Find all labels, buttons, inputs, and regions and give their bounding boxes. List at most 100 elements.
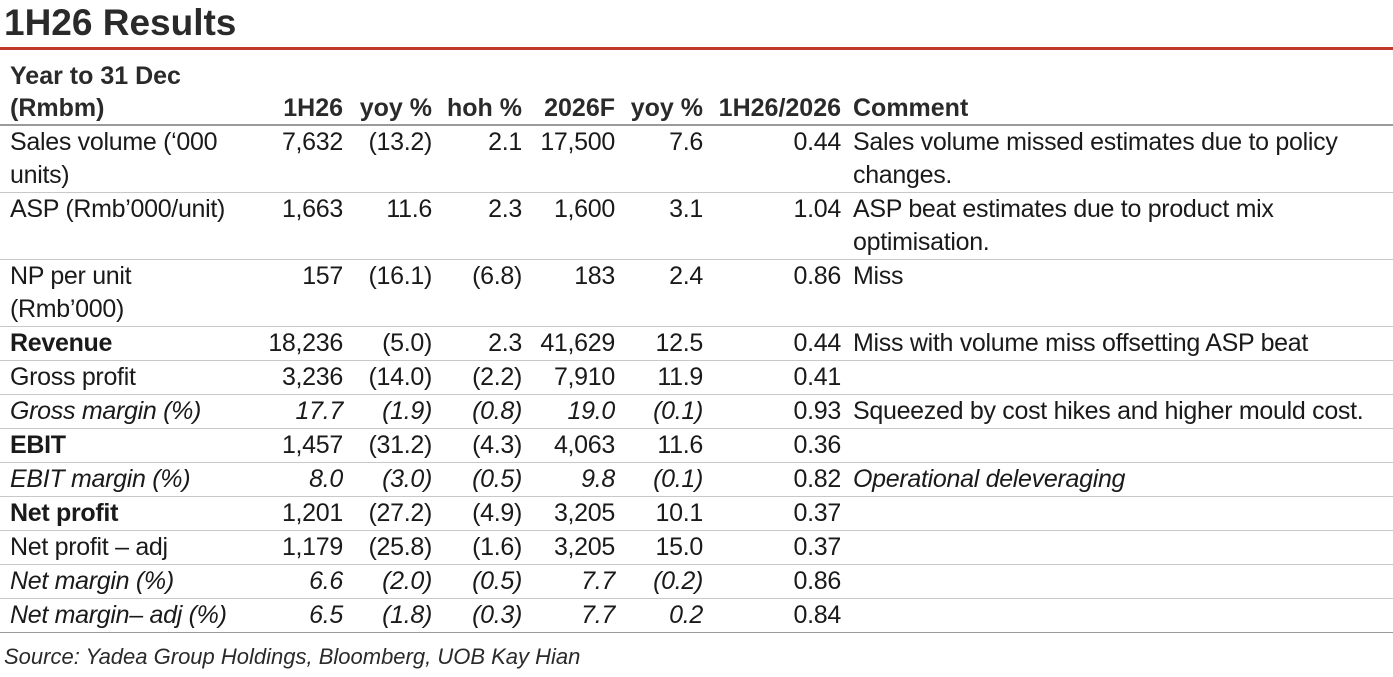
cell-ratio: 0.86 [707,564,845,599]
cell-yoy: (14.0) [347,360,436,395]
cell-ratio: 0.41 [707,360,845,395]
cell-yoy-2026: 0.2 [619,598,707,633]
cell-comment [845,530,1393,565]
title-divider [0,47,1393,50]
table-row: NP per unit (Rmb’000) 157 (16.1) (6.8) 1… [0,259,1393,327]
cell-hoh: (0.5) [436,462,526,497]
header-yoy: yoy % [347,58,436,126]
header-label-line2: (Rmbm) [10,94,105,122]
row-label: Gross profit [0,360,258,395]
cell-yoy: (27.2) [347,496,436,531]
cell-2026f: 3,205 [526,496,619,531]
cell-yoy: (25.8) [347,530,436,565]
cell-2026f: 3,205 [526,530,619,565]
cell-yoy: (5.0) [347,326,436,361]
row-label: Net profit [0,496,258,531]
row-label: ASP (Rmb’000/unit) [0,192,258,260]
row-label: Revenue [0,326,258,361]
cell-comment [845,564,1393,599]
table-row: Net profit – adj 1,179 (25.8) (1.6) 3,20… [0,530,1393,565]
cell-comment: Miss [845,259,1393,327]
cell-1h26: 8.0 [258,462,347,497]
cell-hoh: (1.6) [436,530,526,565]
row-label: Net margin (%) [0,564,258,599]
cell-1h26: 1,457 [258,428,347,463]
cell-comment: Operational deleveraging [845,462,1393,497]
cell-2026f: 7.7 [526,564,619,599]
cell-hoh: (6.8) [436,259,526,327]
row-label: EBIT [0,428,258,463]
cell-1h26: 157 [258,259,347,327]
cell-comment [845,598,1393,633]
cell-1h26: 3,236 [258,360,347,395]
header-2026f: 2026F [526,58,619,126]
cell-hoh: 2.3 [436,192,526,260]
cell-hoh: (4.3) [436,428,526,463]
cell-yoy-2026: 12.5 [619,326,707,361]
cell-hoh: (0.3) [436,598,526,633]
cell-ratio: 1.04 [707,192,845,260]
table-row: Sales volume (‘000 units) 7,632 (13.2) 2… [0,125,1393,193]
cell-yoy: (31.2) [347,428,436,463]
row-label: Gross margin (%) [0,394,258,429]
table-row: Net profit 1,201 (27.2) (4.9) 3,205 10.1… [0,496,1393,531]
cell-comment: Miss with volume miss offsetting ASP bea… [845,326,1393,361]
cell-comment: Sales volume missed estimates due to pol… [845,125,1393,193]
cell-2026f: 7.7 [526,598,619,633]
cell-hoh: 2.3 [436,326,526,361]
cell-comment [845,496,1393,531]
cell-ratio: 0.36 [707,428,845,463]
cell-ratio: 0.37 [707,496,845,531]
cell-yoy: (3.0) [347,462,436,497]
cell-hoh: (0.8) [436,394,526,429]
table-row: Net margin– adj (%) 6.5 (1.8) (0.3) 7.7 … [0,598,1393,633]
cell-yoy: (16.1) [347,259,436,327]
cell-2026f: 19.0 [526,394,619,429]
cell-ratio: 0.86 [707,259,845,327]
cell-yoy: (2.0) [347,564,436,599]
cell-yoy-2026: 11.6 [619,428,707,463]
cell-1h26: 6.5 [258,598,347,633]
header-label-line1: Year to 31 Dec [10,62,181,90]
cell-yoy: (1.8) [347,598,436,633]
row-label: NP per unit (Rmb’000) [0,259,258,327]
cell-yoy: (13.2) [347,125,436,193]
cell-yoy: 11.6 [347,192,436,260]
cell-hoh: (0.5) [436,564,526,599]
cell-comment [845,428,1393,463]
header-label: Year to 31 Dec (Rmbm) [0,58,258,126]
row-label: EBIT margin (%) [0,462,258,497]
cell-comment: Squeezed by cost hikes and higher mould … [845,394,1393,429]
cell-2026f: 183 [526,259,619,327]
table-row: Revenue 18,236 (5.0) 2.3 41,629 12.5 0.4… [0,326,1393,361]
header-ratio: 1H26/2026 [707,58,845,126]
cell-comment: ASP beat estimates due to product mix op… [845,192,1393,260]
header-1h26: 1H26 [258,58,347,126]
row-label: Net profit – adj [0,530,258,565]
header-hoh: hoh % [436,58,526,126]
cell-ratio: 0.82 [707,462,845,497]
cell-yoy-2026: 3.1 [619,192,707,260]
cell-1h26: 7,632 [258,125,347,193]
table-header-row: Year to 31 Dec (Rmbm) 1H26 yoy % hoh % 2… [0,58,1393,126]
header-comment: Comment [845,58,1393,126]
header-yoy-2026: yoy % [619,58,707,126]
cell-yoy-2026: 7.6 [619,125,707,193]
cell-yoy-2026: (0.1) [619,394,707,429]
cell-1h26: 18,236 [258,326,347,361]
cell-yoy: (1.9) [347,394,436,429]
cell-yoy-2026: 15.0 [619,530,707,565]
results-table: Year to 31 Dec (Rmbm) 1H26 yoy % hoh % 2… [0,58,1393,633]
cell-ratio: 0.84 [707,598,845,633]
cell-1h26: 1,663 [258,192,347,260]
cell-ratio: 0.44 [707,125,845,193]
cell-hoh: (4.9) [436,496,526,531]
source-note: Source: Yadea Group Holdings, Bloomberg,… [4,644,581,669]
cell-2026f: 4,063 [526,428,619,463]
cell-1h26: 1,179 [258,530,347,565]
cell-1h26: 17.7 [258,394,347,429]
cell-yoy-2026: 11.9 [619,360,707,395]
cell-2026f: 9.8 [526,462,619,497]
cell-yoy-2026: 10.1 [619,496,707,531]
row-label: Sales volume (‘000 units) [0,125,258,193]
